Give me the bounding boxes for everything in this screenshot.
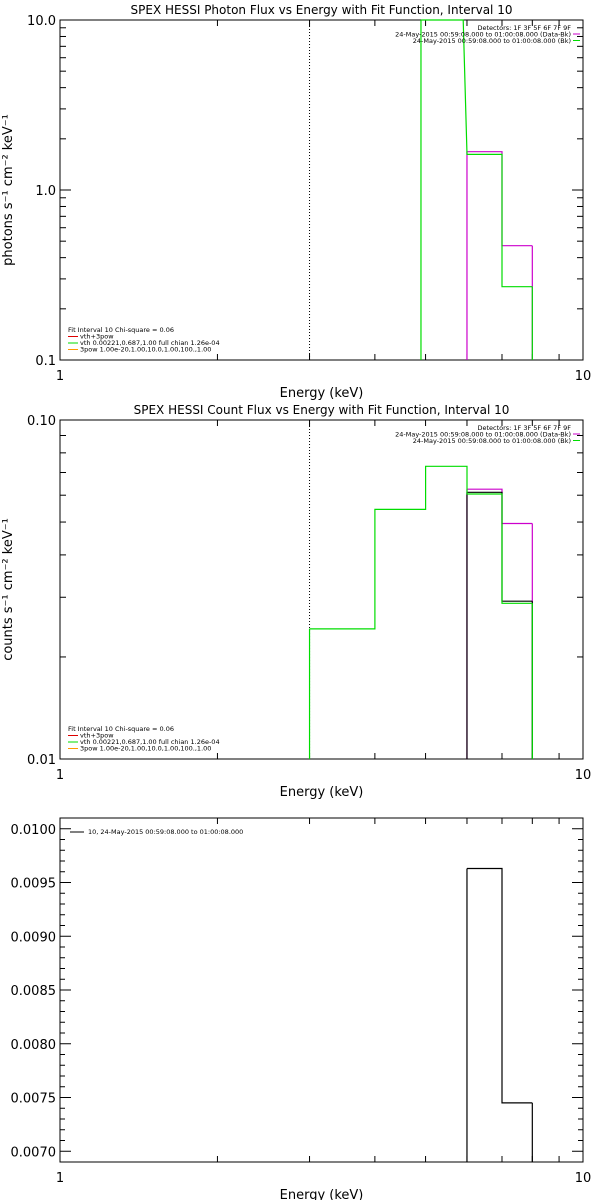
y-tick-label: 0.0090 bbox=[11, 930, 57, 945]
plot-frame-1 bbox=[59, 419, 584, 760]
chart-title: SPEX HESSI Count Flux vs Energy with Fit… bbox=[134, 403, 510, 417]
series-line-1 bbox=[467, 491, 533, 602]
info-line: 24-May-2015 00:59:08.000 to 01:00:08.000… bbox=[413, 437, 571, 445]
y-axis-label: photons s⁻¹ cm⁻² keV⁻¹ bbox=[1, 114, 16, 266]
fit-info-line: 3pow 1.00e-20,1.00,10.0,1.00,100.,1.00 bbox=[80, 745, 211, 753]
x-axis-label: Energy (keV) bbox=[280, 386, 364, 401]
y-tick-label: 0.0075 bbox=[11, 1092, 57, 1107]
y-tick-label: 0.01 bbox=[27, 753, 56, 768]
x-tick-label: 1 bbox=[56, 1171, 64, 1186]
x-tick-label: 10 bbox=[575, 369, 592, 384]
fit-info-line: Fit Interval 10 Chi-square = 0.06 bbox=[68, 725, 174, 733]
info-line: 24-May-2015 00:59:08.000 to 01:00:08.000… bbox=[413, 37, 571, 45]
y-tick-label: 0.0095 bbox=[11, 877, 57, 892]
info-line: Detectors: 1F 3F 5F 6F 7F 9F bbox=[477, 24, 571, 32]
x-axis-label: Energy (keV) bbox=[280, 1188, 364, 1200]
fit-info-line: vth+3pow bbox=[80, 333, 114, 341]
y-tick-label: 0.0100 bbox=[11, 823, 57, 838]
y-tick-label: 0.10 bbox=[27, 414, 56, 429]
series-line-0 bbox=[467, 151, 533, 247]
y-tick-label: 10.0 bbox=[27, 14, 56, 29]
fit-info-line: vth 0.00221,0.687,1.00 full chian 1.26e-… bbox=[80, 339, 220, 347]
y-tick-label: 0.0080 bbox=[11, 1038, 57, 1053]
info-line: Detectors: 1F 3F 5F 6F 7F 9F bbox=[477, 424, 571, 432]
fit-info-line: 3pow 1.00e-20,1.00,10.0,1.00,100.,1.00 bbox=[80, 346, 211, 354]
x-tick-label: 1 bbox=[56, 768, 64, 783]
fit-info-line: vth 0.00221,0.687,1.00 full chian 1.26e-… bbox=[80, 738, 220, 746]
plot-frame-0 bbox=[59, 19, 584, 361]
plot-frame-2 bbox=[59, 817, 584, 1163]
fit-info-line: Fit Interval 10 Chi-square = 0.06 bbox=[68, 326, 174, 334]
info-line: 24-May-2015 00:59:08.000 to 01:00:08.000… bbox=[395, 31, 571, 39]
y-axis-label: counts s⁻¹ cm⁻² keV⁻¹ bbox=[1, 518, 16, 661]
info-line: 24-May-2015 00:59:08.000 to 01:00:08.000… bbox=[395, 431, 571, 439]
x-axis-label: Energy (keV) bbox=[280, 785, 364, 800]
series-line-0 bbox=[467, 867, 533, 1104]
chart-title: SPEX HESSI Photon Flux vs Energy with Fi… bbox=[131, 3, 513, 17]
y-tick-label: 1.0 bbox=[35, 184, 56, 199]
x-tick-label: 10 bbox=[575, 1171, 592, 1186]
y-tick-label: 0.0070 bbox=[11, 1145, 57, 1160]
series-line-2 bbox=[309, 465, 533, 630]
y-tick-label: 0.1 bbox=[35, 354, 56, 369]
fit-info-line: vth+3pow bbox=[80, 732, 114, 740]
x-tick-label: 1 bbox=[56, 369, 64, 384]
legend-label: 10, 24-May-2015 00:59:08.000 to 01:00:08… bbox=[88, 828, 243, 836]
series-line-1 bbox=[421, 19, 533, 288]
x-tick-label: 10 bbox=[575, 768, 592, 783]
y-tick-label: 0.0085 bbox=[11, 984, 57, 999]
